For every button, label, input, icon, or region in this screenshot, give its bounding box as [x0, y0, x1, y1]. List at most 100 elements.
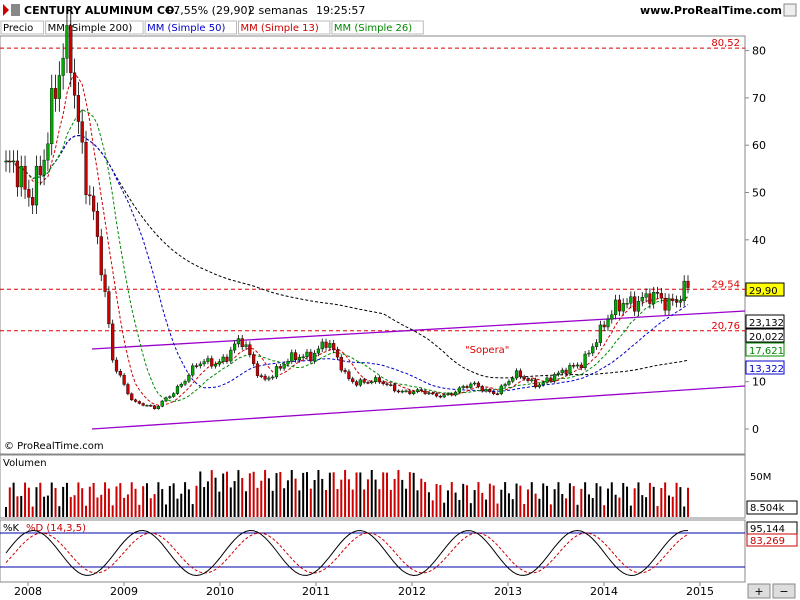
- volume-bar: [519, 485, 522, 517]
- candle-body: [598, 324, 602, 343]
- volume-bar: [466, 485, 469, 517]
- candle-body: [450, 393, 454, 396]
- candle-body: [126, 384, 130, 395]
- volume-bar: [199, 471, 202, 517]
- candle-body: [343, 370, 347, 372]
- candle-body: [84, 142, 88, 196]
- volume-bar: [302, 472, 305, 517]
- candle-body: [381, 381, 385, 384]
- stoch-d-line: [5, 532, 689, 574]
- candle-body: [99, 236, 103, 276]
- volume-bar: [54, 487, 57, 517]
- candle-body: [358, 379, 362, 386]
- candle-body: [362, 379, 366, 383]
- volume-bar: [43, 496, 46, 517]
- candle-body: [396, 390, 401, 393]
- candle-body: [541, 382, 545, 386]
- volume-bar: [683, 506, 686, 517]
- candle-body: [572, 365, 576, 367]
- candle-body: [495, 393, 500, 395]
- volume-bar: [408, 472, 411, 517]
- candle-body: [76, 95, 80, 122]
- candle-body: [172, 393, 176, 397]
- candle-body: [389, 384, 393, 386]
- moving-averages: [5, 72, 689, 406]
- candle-body: [671, 298, 675, 301]
- candle-body: [473, 382, 477, 385]
- candle-body: [233, 343, 237, 351]
- candle-body: [103, 274, 107, 292]
- volume-bar: [664, 482, 667, 517]
- volume-bar: [260, 480, 263, 517]
- price-tick-label: 60: [752, 139, 766, 152]
- volume-bar: [405, 488, 408, 517]
- zoom-out-button[interactable]: [772, 583, 796, 599]
- volume-bar: [359, 472, 362, 517]
- volume-bar: [401, 479, 404, 517]
- candle-body: [149, 405, 153, 407]
- candle-body: [27, 189, 31, 198]
- volume-bar: [557, 482, 560, 517]
- candle-body: [514, 370, 519, 379]
- volume-bar: [504, 482, 507, 517]
- candle-body: [648, 293, 652, 304]
- candle-body: [305, 351, 309, 358]
- candle-body: [15, 160, 20, 188]
- chart-icon[interactable]: [11, 4, 20, 16]
- volume-bar: [31, 506, 34, 517]
- volume-bar: [225, 471, 228, 517]
- candle-body: [187, 374, 191, 382]
- volume-bar: [378, 489, 381, 517]
- candle-body: [229, 349, 233, 362]
- volume-bar: [233, 481, 236, 517]
- zoom-in-icon: +: [754, 585, 763, 598]
- volume-panel: [0, 454, 746, 519]
- candle-body: [145, 405, 149, 407]
- volume-bar: [645, 497, 648, 517]
- volume-bar: [648, 482, 651, 517]
- candle-body: [556, 372, 561, 375]
- candle-body: [465, 386, 469, 388]
- candle-body: [12, 160, 16, 163]
- time-axis-label: 2013: [494, 585, 522, 598]
- candle-body: [225, 356, 229, 362]
- volume-bar: [176, 498, 179, 517]
- volume-bar: [92, 482, 95, 517]
- candle-body: [316, 348, 321, 354]
- volume-bar: [134, 488, 137, 517]
- annotation-sopera: "Sopera": [465, 345, 509, 356]
- volume-bar: [286, 480, 289, 517]
- volume-bar: [165, 504, 168, 517]
- volume-bar: [553, 489, 556, 517]
- volume-bar: [565, 498, 568, 517]
- candle-body: [339, 356, 343, 371]
- zoom-in-button[interactable]: [747, 583, 771, 599]
- candle-body: [8, 160, 12, 163]
- volume-bar: [370, 470, 373, 517]
- stoch-k-title: %K: [3, 523, 20, 534]
- volume-bar: [534, 493, 537, 517]
- candle-body: [533, 379, 538, 388]
- volume-bar: [138, 504, 141, 517]
- collapse-icon[interactable]: [3, 4, 9, 16]
- candle-body: [183, 381, 187, 385]
- volume-bar: [85, 505, 88, 517]
- candle-body: [313, 352, 317, 362]
- price-tick-label: 40: [752, 234, 766, 247]
- price-change: +7,55% (29,90): [164, 4, 252, 17]
- symbol-name: CENTURY ALUMINUM CO.: [24, 4, 178, 17]
- volume-bar: [340, 479, 343, 517]
- candle-body: [34, 165, 39, 206]
- volume-bar: [69, 497, 72, 517]
- price-tick-label: 70: [752, 92, 766, 105]
- candle-body: [194, 365, 199, 367]
- price-tag: [745, 328, 785, 343]
- window-button[interactable]: [783, 3, 797, 17]
- volume-bar: [652, 486, 655, 517]
- header-bar: [0, 0, 800, 20]
- volume-bar: [386, 472, 389, 517]
- level-label: 20,76: [711, 321, 740, 332]
- volume-bar: [523, 503, 526, 517]
- candle-body: [678, 300, 682, 303]
